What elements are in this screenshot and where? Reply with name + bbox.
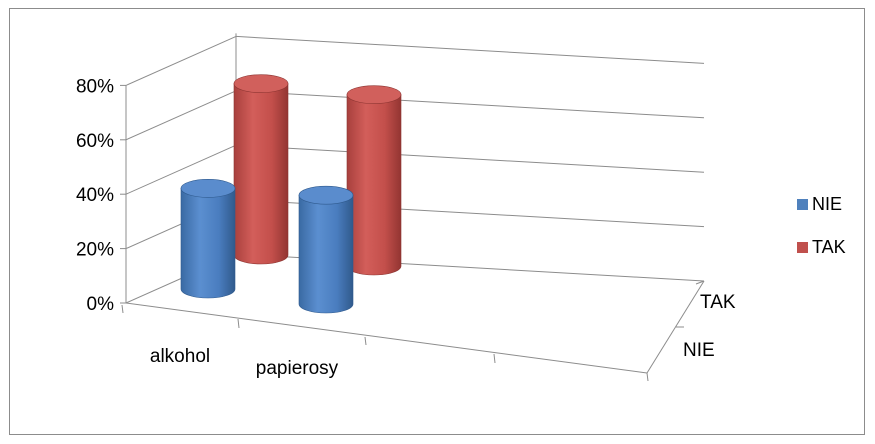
chart-frame [9,8,865,435]
x-tick-1 [237,318,240,329]
bar-nie-alkohol [180,179,236,299]
bar-tak-alkohol [233,74,289,265]
legend-swatch-tak [797,241,808,253]
legend: NIE TAK [797,193,846,279]
y-tick-label-1: 20% [76,240,114,261]
bar-nie-papierosy [298,185,354,314]
legend-swatch-nie [797,198,808,210]
x-tick-3 [493,353,496,364]
gridline-back-4 [235,35,705,64]
legend-label-tak: TAK [812,236,846,257]
tick-labels: 0% 20% 40% 60% 80% alkohol papierosy NIE TAK [76,76,736,379]
gridline-left-3 [125,90,237,141]
gridline-left-4 [125,35,237,86]
gridline-left-2 [125,144,237,195]
x-axis [125,302,648,374]
x-tick-0 [121,304,124,314]
bar-tak-papierosy [346,85,402,276]
bar-top-nie-papierosy [298,185,354,205]
gridline-back-2 [235,144,705,173]
bar-body-tak-alkohol [233,83,289,265]
depth-tick-label-1: TAK [700,292,736,313]
bars [180,74,402,314]
bar-top-tak-alkohol [233,74,289,93]
bar-top-nie-alkohol [180,179,236,198]
x-tick-2 [364,336,367,346]
x-tick-label-0: alkohol [150,346,210,367]
y-tick-label-0: 0% [87,294,115,315]
bar-body-nie-alkohol [180,188,236,299]
bar-body-tak-papierosy [346,94,402,276]
depth-axis [646,280,705,374]
legend-item-nie: NIE [797,193,846,215]
bar-top-tak-papierosy [346,85,402,104]
legend-item-tak: TAK [797,236,846,258]
gridline-back-3 [235,90,705,119]
x-tick-4 [646,372,649,382]
x-tick-label-1: papierosy [256,358,339,379]
depth-tick-1 [695,280,705,285]
y-tick-label-4: 80% [76,76,114,97]
legend-label-nie: NIE [812,193,843,214]
y-tick-label-2: 40% [76,185,114,206]
y-tick-label-3: 60% [76,131,114,152]
bar-body-nie-papierosy [298,194,354,314]
depth-tick-label-0: NIE [683,340,715,361]
